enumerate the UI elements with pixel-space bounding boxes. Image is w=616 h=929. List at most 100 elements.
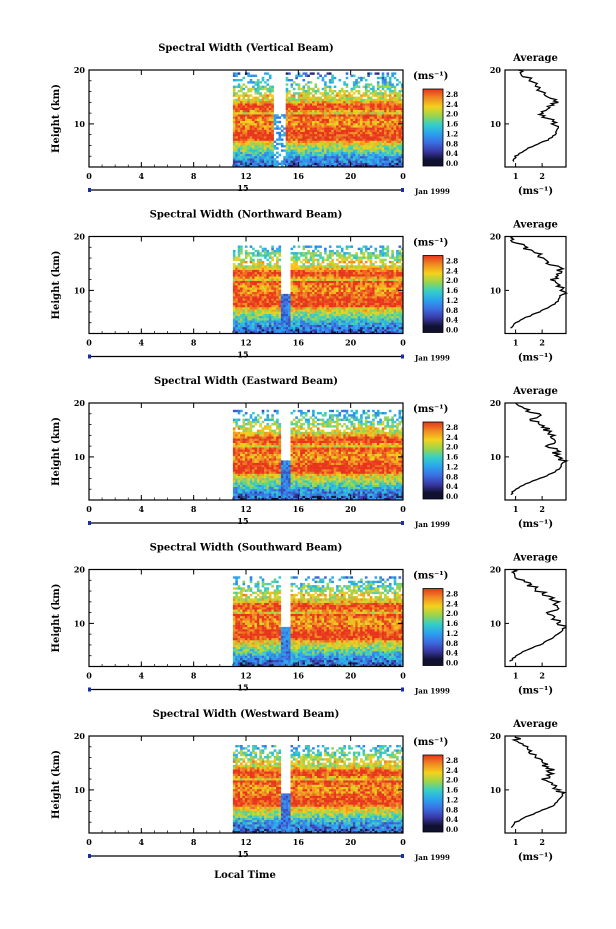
heatmap-cells: [232, 745, 403, 833]
panel-title: Spectral Width (Westward Beam): [153, 709, 340, 720]
colorbar-tick-label: 1.2: [446, 795, 458, 804]
x-tick-label: 12: [240, 671, 251, 681]
colorbar-bottom: [423, 160, 443, 166]
colorbar-unit: (ms⁻¹): [413, 571, 448, 582]
profile-unit: (ms⁻¹): [518, 186, 553, 197]
colorbar-tick-label: 2.0: [446, 776, 458, 785]
colorbar-tick-label: 1.2: [446, 296, 458, 305]
colorbar-tick-label: 2.4: [446, 433, 458, 442]
date-label: Jan 1999: [414, 354, 450, 363]
x-tick-label: 0: [400, 338, 406, 348]
profile-frame: [504, 402, 567, 501]
colorbar-tick-label: 2.4: [446, 599, 458, 608]
date-bar-end-marker: [401, 854, 404, 858]
profile-frame: [504, 735, 567, 834]
colorbar-frame: [422, 421, 444, 500]
colorbar: [423, 755, 443, 826]
colorbar-tick-label: 0.8: [446, 472, 458, 481]
colorbar-tick-label: 2.8: [446, 257, 458, 266]
date-bar-end-marker: [401, 687, 404, 692]
average-profile-line: [509, 235, 568, 329]
colorbar-tick-label: 1.6: [446, 619, 458, 628]
x-tick-label: 16: [293, 504, 305, 514]
colorbar-bottom: [423, 826, 443, 832]
date-marker: 15: [237, 350, 248, 360]
profile-x-tick-label: 1: [513, 338, 519, 348]
profile-x-tick-label: 2: [539, 837, 545, 847]
colorbar-tick-label: 0.4: [446, 482, 458, 491]
y-tick-label: 20: [74, 565, 86, 575]
y-axis-label: Height (km): [51, 584, 62, 653]
colorbar: [423, 89, 443, 160]
heatmap-cells: [232, 409, 403, 500]
panel-5: Spectral Width (Westward Beam)2010Height…: [51, 709, 567, 863]
profile-title: Average: [512, 386, 558, 397]
profile-title: Average: [512, 553, 558, 564]
x-tick-label: 12: [240, 504, 251, 514]
profile-x-tick-label: 1: [513, 837, 519, 847]
profile-y-tick-label: 20: [490, 565, 502, 575]
colorbar-tick-label: 2.8: [446, 90, 458, 99]
date-label: Jan 1999: [414, 187, 450, 196]
profile-frame: [504, 568, 567, 668]
x-tick-label: 8: [191, 837, 197, 847]
x-tick-label: 20: [345, 171, 357, 181]
date-bar-start-marker: [88, 687, 91, 692]
x-tick-label: 8: [191, 504, 197, 514]
panel-1: Spectral Width (Vertical Beam)2010Height…: [51, 43, 567, 197]
colorbar-tick-label: 1.2: [446, 629, 458, 638]
y-tick-label: 20: [74, 232, 86, 242]
x-tick-label: 12: [240, 171, 251, 181]
x-tick-label: 12: [240, 837, 251, 847]
y-tick-label: 10: [74, 785, 86, 795]
colorbar-tick-label: 0.4: [446, 149, 458, 158]
x-tick-label: 20: [345, 671, 357, 681]
date-bar-end-marker: [401, 521, 404, 525]
profile-y-tick-label: 20: [490, 398, 502, 408]
x-tick-label: 4: [139, 837, 145, 847]
x-tick-label: 0: [86, 504, 92, 514]
heatmap-cells: [232, 245, 403, 334]
date-label: Jan 1999: [414, 520, 450, 529]
colorbar-frame: [422, 588, 444, 666]
figure-panels: Spectral Width (Vertical Beam)2010Height…: [51, 43, 570, 863]
profile-y-tick-label: 20: [490, 232, 502, 242]
x-tick-label: 4: [139, 338, 145, 348]
date-label: Jan 1999: [414, 853, 450, 862]
profile-unit: (ms⁻¹): [518, 519, 553, 530]
colorbar-tick-label: 1.2: [446, 129, 458, 138]
date-marker: 15: [237, 516, 248, 526]
colorbar-unit: (ms⁻¹): [413, 404, 448, 415]
colorbar-tick-label: 2.0: [446, 110, 458, 119]
y-axis-label: Height (km): [51, 84, 62, 153]
profile-y-tick-label: 10: [490, 452, 502, 462]
date-marker: 15: [237, 849, 248, 859]
colorbar-tick-label: 1.6: [446, 286, 458, 295]
profile-y-tick-label: 10: [490, 119, 502, 129]
date-marker: 15: [237, 183, 248, 193]
x-tick-label: 0: [400, 504, 406, 514]
heatmap-cells: [232, 576, 403, 667]
panel-title: Spectral Width (Northward Beam): [150, 210, 343, 221]
profile-unit: (ms⁻¹): [518, 852, 553, 863]
colorbar-bottom: [423, 326, 443, 333]
x-tick-label: 8: [191, 171, 197, 181]
colorbar: [423, 255, 443, 327]
average-profile-line: [512, 69, 560, 162]
x-tick-label: 20: [345, 837, 357, 847]
colorbar: [423, 422, 443, 493]
colorbar-tick-label: 1.6: [446, 453, 458, 462]
panel-2: Spectral Width (Northward Beam)2010Heigh…: [51, 210, 568, 364]
colorbar-tick-label: 2.0: [446, 609, 458, 618]
colorbar-unit: (ms⁻¹): [413, 737, 448, 748]
colorbar-tick-label: 0.0: [446, 659, 458, 668]
average-profile-line: [510, 735, 567, 829]
colorbar-bottom: [423, 493, 443, 499]
local-time-label: Local Time: [214, 870, 276, 881]
x-tick-label: 0: [86, 338, 92, 348]
colorbar-tick-label: 2.4: [446, 266, 458, 275]
average-profile-line: [510, 402, 570, 496]
colorbar-tick-label: 0.4: [446, 815, 458, 824]
colorbar-tick-label: 0.8: [446, 639, 458, 648]
